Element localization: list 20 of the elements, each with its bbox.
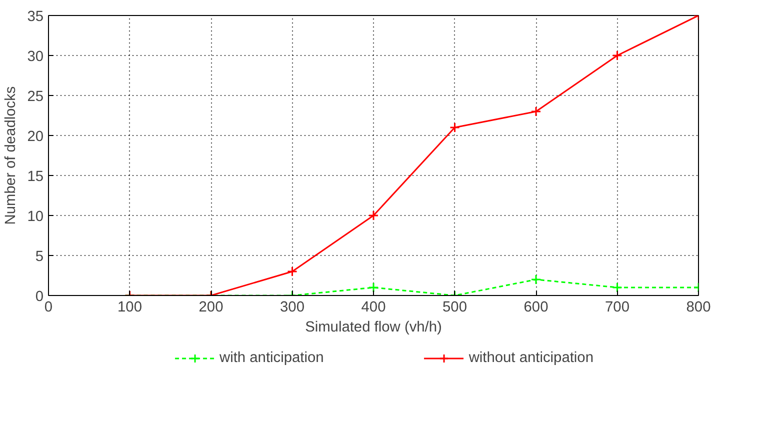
x-tick-label: 800 [686,300,711,316]
x-tick-label: 500 [442,300,467,316]
y-tick-label: 25 [27,89,44,105]
y-tick-label: 5 [35,249,44,265]
y-tick-label: 10 [27,209,44,225]
legend-label: without anticipation [468,350,594,366]
y-tick-label: 20 [27,129,44,145]
x-tick-label: 300 [280,300,304,316]
legend-label: with anticipation [220,350,324,366]
x-tick-label: 100 [118,300,142,316]
y-axis-title: Number of deadlocks [3,86,20,225]
y-tick-label: 15 [27,169,44,185]
y-tick-label: 35 [27,9,44,25]
x-tick-label: 700 [605,300,630,316]
y-tick-label: 30 [27,49,44,65]
x-tick-label: 400 [361,300,386,316]
x-tick-label: 200 [198,300,224,316]
y-tick-label: 0 [35,289,44,305]
x-tick-label: 600 [524,300,548,316]
x-axis-title: Simulated flow (vh/h) [305,320,442,336]
